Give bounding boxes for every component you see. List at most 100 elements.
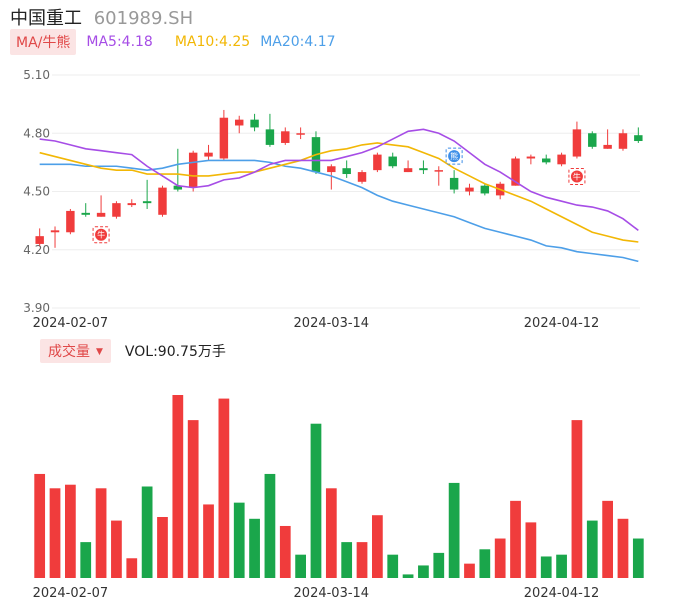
candle-body [281, 131, 290, 143]
candle [81, 203, 90, 217]
candle [388, 152, 397, 169]
candle-body [188, 152, 198, 188]
x-tick-label: 2024-04-12 [524, 316, 600, 331]
candle-body [403, 168, 413, 173]
candle [603, 129, 612, 149]
marker-frame [445, 147, 463, 165]
candle [112, 201, 121, 219]
volume-bar [571, 420, 583, 578]
candle [281, 127, 290, 145]
marker-glyph: 熊 [450, 151, 458, 161]
volume-bar [203, 504, 214, 578]
volume-bar [372, 515, 383, 578]
ma5-line [39, 128, 639, 231]
volume-bar [95, 488, 107, 578]
candle [35, 228, 44, 246]
candle [588, 131, 597, 149]
candle-body [480, 185, 490, 194]
volume-bar [418, 565, 429, 578]
candle [449, 170, 459, 194]
stock-name: 中国重工 [10, 8, 82, 29]
candle-body [66, 210, 75, 233]
x-tick-label: 2024-02-07 [33, 316, 109, 331]
candle [419, 160, 428, 175]
ma-indicator-selector[interactable]: MA/牛熊 [10, 29, 77, 55]
volume-bar [510, 500, 521, 578]
candle-body [373, 154, 382, 171]
candle-body [235, 119, 244, 126]
candle-body [618, 133, 628, 149]
candle-body [296, 133, 305, 135]
candle-body [250, 119, 259, 128]
candle-body [388, 156, 397, 167]
candle-body [81, 212, 90, 215]
candle [219, 109, 229, 161]
volume-bar [525, 522, 537, 578]
x-tick-label: 2024-03-14 [294, 316, 370, 331]
volume-bar [356, 542, 368, 578]
volume-bar [586, 520, 598, 578]
candle [66, 208, 75, 235]
ma20-line [39, 159, 639, 263]
volume-bar [341, 542, 353, 578]
candle-body [50, 230, 60, 233]
volume-bar [218, 398, 230, 578]
candle-body [449, 177, 459, 190]
candle [127, 199, 136, 208]
volume-bar [632, 538, 644, 578]
candle [557, 152, 566, 167]
volume-bar [264, 473, 276, 578]
marker-dot [95, 228, 108, 241]
candle [373, 152, 382, 173]
bear-marker-icon: 熊 [445, 147, 463, 165]
volume-bar [325, 488, 337, 578]
volume-bar [279, 525, 291, 578]
candle-body [465, 187, 474, 192]
candle-body [511, 158, 520, 186]
marker-frame [92, 226, 110, 244]
volume-bar [49, 488, 61, 578]
candle [142, 179, 152, 209]
candle [634, 127, 643, 143]
volume-bar [433, 552, 445, 578]
volume-bar [187, 420, 199, 578]
candle-body [219, 117, 229, 159]
volume-bar [126, 558, 138, 578]
candle [188, 150, 198, 192]
candle [465, 183, 474, 196]
y-tick-label: 4.50 [23, 185, 50, 199]
volume-bar [402, 574, 414, 578]
candle [511, 156, 520, 186]
dropdown-triangle-icon: ▼ [96, 347, 103, 357]
volume-bar [448, 482, 460, 578]
volume-indicator-label: 成交量 [48, 344, 90, 360]
marker-dot [570, 170, 583, 183]
candle [434, 166, 443, 186]
volume-bar [295, 554, 306, 578]
candle [480, 183, 490, 196]
candle-body [357, 172, 367, 182]
volume-bar [65, 484, 76, 578]
x-tick-label: 2024-03-14 [294, 586, 370, 601]
y-tick-label: 5.10 [23, 68, 50, 82]
volume-bar [172, 395, 184, 578]
candle-body [342, 168, 351, 175]
candle [96, 195, 106, 217]
candle [357, 170, 367, 184]
candle-body [142, 201, 152, 204]
bull-marker-icon: 牛 [568, 167, 586, 185]
candle-body [112, 203, 121, 217]
candle [618, 129, 628, 151]
candle [50, 226, 60, 248]
candle-body [127, 203, 136, 206]
candle [265, 113, 275, 147]
candle-body [419, 168, 428, 171]
candle-body [96, 212, 106, 217]
ma20-label: MA20:4.17 [260, 34, 336, 50]
candle [542, 154, 551, 165]
volume-indicator-selector[interactable]: 成交量 ▼ [40, 339, 111, 363]
candle-body [557, 154, 566, 165]
volume-bar [602, 500, 613, 578]
ma-legend: MA/牛熊 MA5:4.18 MA10:4.25 MA20:4.17 [10, 29, 336, 55]
